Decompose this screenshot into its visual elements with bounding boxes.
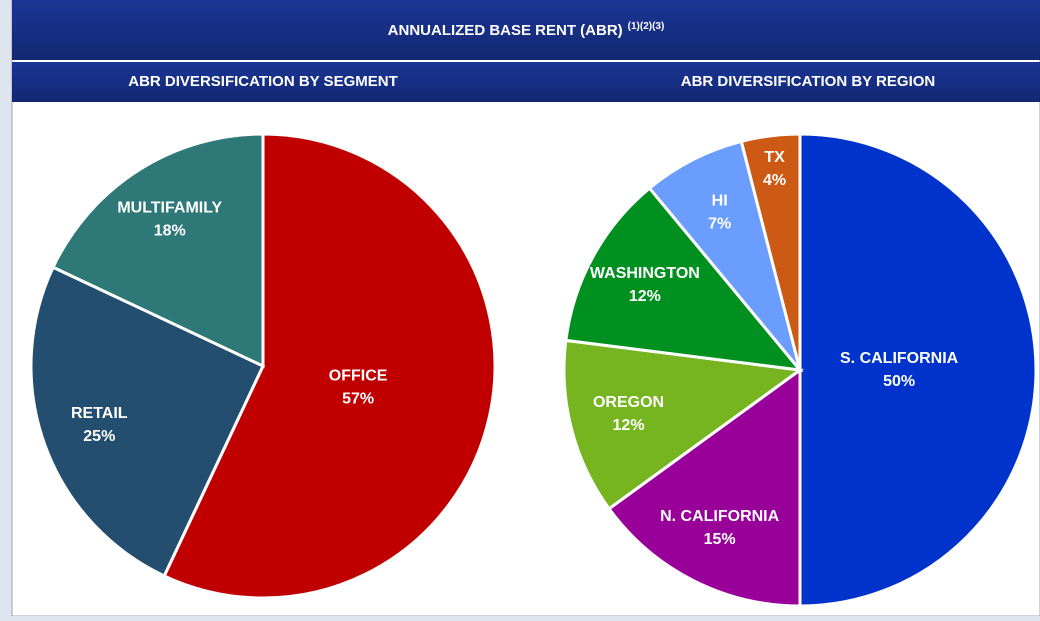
chart-title: ABR DIVERSIFICATION BY SEGMENT bbox=[128, 73, 397, 90]
slice-value: 57% bbox=[342, 390, 374, 407]
pie-slice bbox=[562, 338, 804, 511]
pie-slice bbox=[647, 139, 802, 371]
slice-value: 4% bbox=[763, 172, 786, 189]
subheader-bar bbox=[12, 62, 1040, 102]
pie-slice bbox=[798, 132, 1038, 608]
slice-value: 18% bbox=[154, 222, 186, 239]
slice-value: 12% bbox=[629, 288, 661, 305]
slice-label: OREGON bbox=[593, 394, 664, 411]
header-title-text: ANNUALIZED BASE RENT (ABR) bbox=[388, 22, 623, 39]
slice-value: 25% bbox=[83, 428, 115, 445]
chart-title: ABR DIVERSIFICATION BY REGION bbox=[681, 73, 935, 90]
slice-value: 12% bbox=[613, 417, 645, 434]
slice-label: OFFICE bbox=[329, 367, 388, 384]
header-title: ANNUALIZED BASE RENT (ABR) (1)(2)(3) bbox=[388, 21, 665, 39]
slice-label: WASHINGTON bbox=[590, 265, 700, 282]
slice-label: HI bbox=[712, 193, 728, 210]
slice-label: N. CALIFORNIA bbox=[660, 508, 780, 525]
slice-label: TX bbox=[764, 149, 785, 166]
pie-slice bbox=[606, 367, 802, 608]
slice-label: MULTIFAMILY bbox=[117, 199, 222, 216]
header-bar bbox=[12, 0, 1040, 60]
pie-slice bbox=[51, 132, 265, 369]
pie-slice bbox=[162, 132, 497, 600]
slice-value: 15% bbox=[704, 531, 736, 548]
slice-value: 50% bbox=[883, 373, 915, 390]
slice-value: 7% bbox=[708, 216, 731, 233]
pie-slice bbox=[29, 265, 265, 578]
pie-slice bbox=[739, 132, 802, 371]
slice-label: RETAIL bbox=[71, 405, 128, 422]
pie-slice bbox=[564, 186, 804, 372]
slice-label: S. CALIFORNIA bbox=[840, 350, 959, 367]
header-notes: (1)(2)(3) bbox=[628, 21, 665, 32]
